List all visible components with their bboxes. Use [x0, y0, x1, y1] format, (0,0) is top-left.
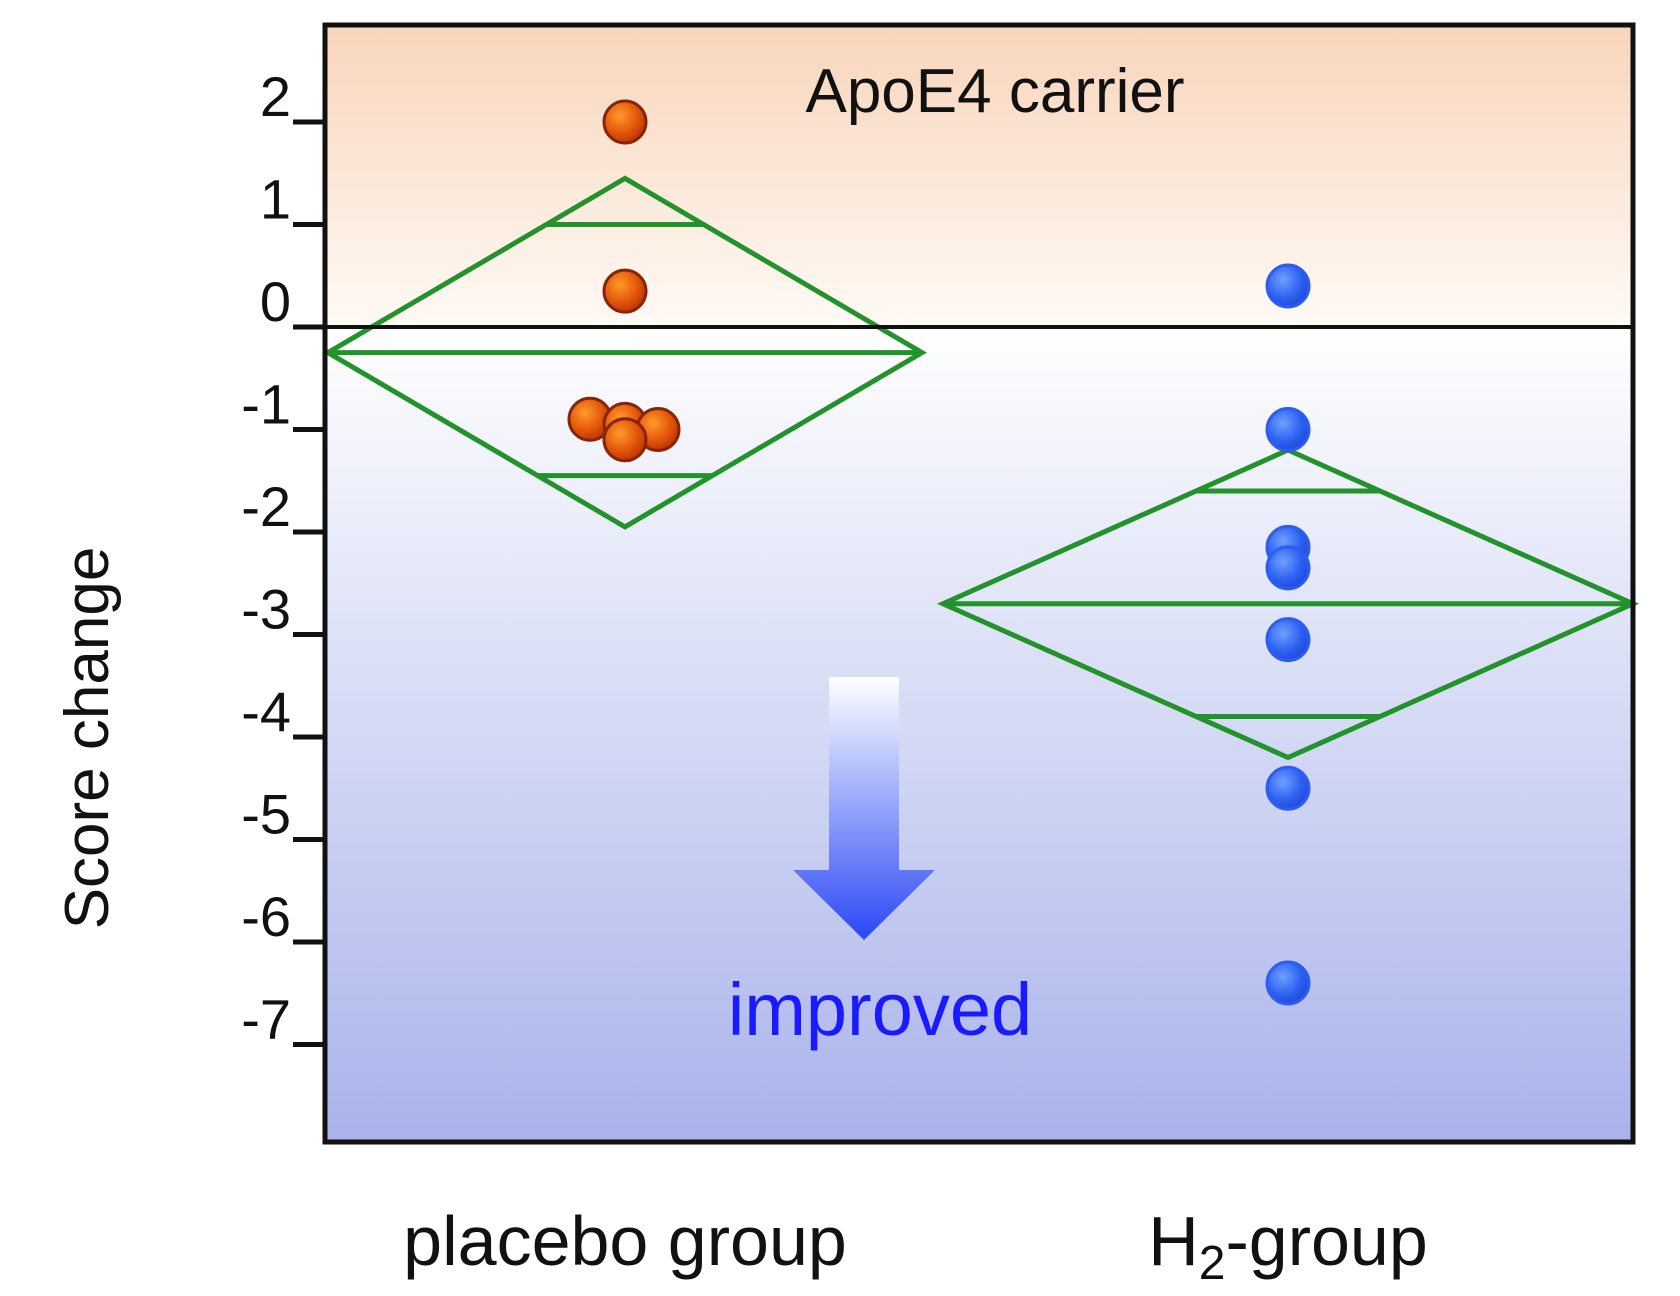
- down-arrow-icon: [793, 677, 935, 940]
- data-points: [567, 99, 1311, 1006]
- annotation-apoe4-carrier: ApoE4 carrier: [805, 57, 1184, 126]
- data-point-h2-7: [1265, 960, 1311, 1006]
- x-category-label-2: H2-group: [1148, 1202, 1428, 1290]
- y-tick-label: 1: [260, 168, 291, 231]
- data-point-h2-6: [1265, 765, 1311, 811]
- plot-bg-carrier-region: [325, 25, 1633, 327]
- data-point-placebo-2: [602, 268, 648, 314]
- data-point-h2-2: [1265, 407, 1311, 452]
- data-point-placebo-1: [602, 99, 648, 145]
- y-tick-label: -7: [241, 988, 291, 1051]
- plot-border: [322, 22, 1636, 1145]
- data-point-h2-1: [1265, 263, 1311, 309]
- y-tick-label: -1: [241, 373, 291, 436]
- y-tick-label: -4: [241, 680, 291, 743]
- y-tick-label: -2: [241, 475, 291, 538]
- y-tick-label: -6: [241, 885, 291, 948]
- data-point-placebo-6: [602, 417, 648, 463]
- improved-label: improved: [728, 968, 1032, 1051]
- data-point-h2-5: [1265, 617, 1311, 663]
- y-tick-label: 0: [260, 270, 291, 333]
- y-axis-title: Score change: [53, 547, 122, 930]
- plot-background: [325, 25, 1633, 1142]
- plot-frame: [322, 22, 1636, 1145]
- y-tick-label: -3: [241, 578, 291, 641]
- improved-arrow: [793, 677, 935, 940]
- plot-bg-improved-region: [325, 327, 1633, 1142]
- mean-diamond-1: [323, 175, 927, 530]
- x-axis-categories: placebo group H2-group: [403, 1202, 1428, 1290]
- y-tick-label: 2: [260, 65, 291, 128]
- data-point-h2-4: [1265, 545, 1311, 591]
- mean-diamond-2: [936, 447, 1640, 761]
- mean-diamonds: [323, 175, 1640, 761]
- y-tick-label: -5: [241, 783, 291, 846]
- x-category-label-1: placebo group: [403, 1202, 847, 1280]
- y-axis: 2 1 0 -1 -2 -3 -4 -5 -6 -7: [241, 65, 325, 1051]
